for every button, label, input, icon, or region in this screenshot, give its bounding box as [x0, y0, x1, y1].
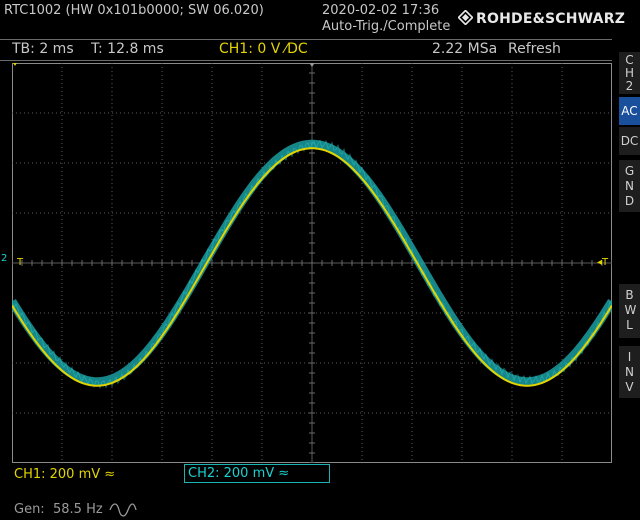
- generator-frequency[interactable]: 58.5 Hz: [53, 502, 103, 517]
- coupling-dc-button[interactable]: DC: [619, 127, 640, 155]
- coupling-ac-button[interactable]: AC: [619, 97, 640, 125]
- invert-button[interactable]: INV: [619, 346, 640, 398]
- ch1-scale[interactable]: CH1: 200 mV ≈: [14, 467, 116, 482]
- brand-logo: ROHDE&SCHWARZ: [476, 11, 626, 27]
- ch1-horizontal-marker: [13, 63, 17, 66]
- sample-rate: 2.22 MSa: [432, 41, 498, 57]
- ch1-trigger-setting[interactable]: CH1: 0 V ⁄DC: [219, 41, 308, 57]
- inv-label: INV: [625, 350, 634, 394]
- sine-wave-icon: [109, 503, 137, 517]
- acquisition-mode[interactable]: Refresh: [508, 41, 561, 57]
- trigger-level-marker-left[interactable]: T: [17, 257, 24, 268]
- timebase[interactable]: TB: 2 ms: [12, 41, 74, 57]
- bwl-label: BWL: [624, 288, 637, 332]
- status-bar: [0, 39, 612, 61]
- generator-label: Gen:: [14, 502, 45, 517]
- ch1-waveform: [12, 147, 612, 387]
- device-info: RTC1002 (HW 0x101b0000; SW 06.020): [4, 3, 264, 18]
- gnd-label: GND: [624, 164, 635, 208]
- trigger-position-marker[interactable]: [308, 63, 316, 67]
- ch2-scale[interactable]: CH2: 200 mV ≈: [188, 466, 290, 481]
- trigger-state: Auto-Trig./Complete: [322, 19, 451, 34]
- trigger-level-marker-right[interactable]: ◂T: [597, 257, 609, 268]
- scope-display[interactable]: [12, 63, 612, 463]
- coupling-gnd-button[interactable]: GND: [619, 160, 640, 212]
- channel-menu-label: CH2: [619, 52, 640, 94]
- ch2-waveform-noise: [12, 139, 612, 390]
- ch2-reference-marker[interactable]: 2: [1, 253, 8, 264]
- scope-grid: [12, 63, 612, 463]
- status-bar-frame: [0, 39, 612, 61]
- rohde-schwarz-logo-icon: [458, 10, 473, 25]
- bandwidth-limit-button[interactable]: BWL: [619, 284, 640, 338]
- trigger-time[interactable]: T: 12.8 ms: [91, 41, 164, 57]
- ch2-scale-box[interactable]: [184, 464, 330, 483]
- channel-label: CH2: [624, 53, 635, 93]
- datetime: 2020-02-02 17:36: [322, 3, 440, 18]
